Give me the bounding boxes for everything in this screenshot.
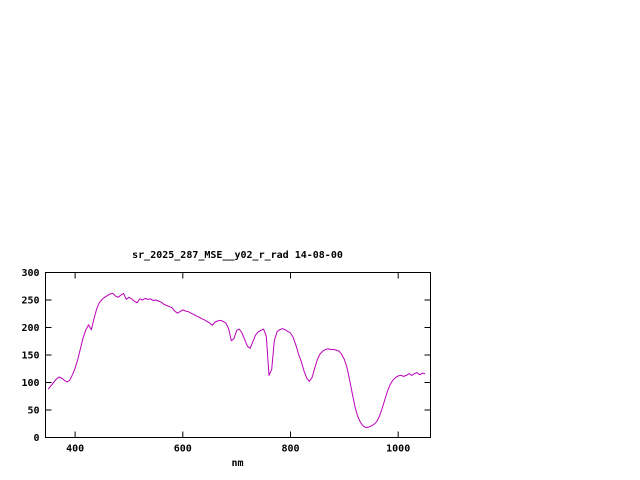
y-tick-label: 150 (21, 351, 39, 362)
y-tick-label: 300 (21, 268, 39, 279)
x-tick-label: 800 (281, 444, 299, 455)
spectrum-line (47, 292, 426, 429)
plot-border (45, 272, 431, 438)
x-tick-label: 600 (174, 444, 192, 455)
chart-title: sr_2025_287_MSE__y02_r_rad 14-08-00 (132, 250, 343, 261)
x-axis-label: nm (231, 458, 244, 469)
y-tick-label: 250 (21, 296, 39, 307)
y-tick-label: 50 (27, 406, 39, 417)
y-tick-label: 0 (33, 433, 39, 444)
x-tick-label: 1000 (386, 444, 410, 455)
y-tick-label: 200 (21, 323, 39, 334)
y-tick-label: 100 (21, 378, 39, 389)
x-tick-label: 400 (66, 444, 84, 455)
